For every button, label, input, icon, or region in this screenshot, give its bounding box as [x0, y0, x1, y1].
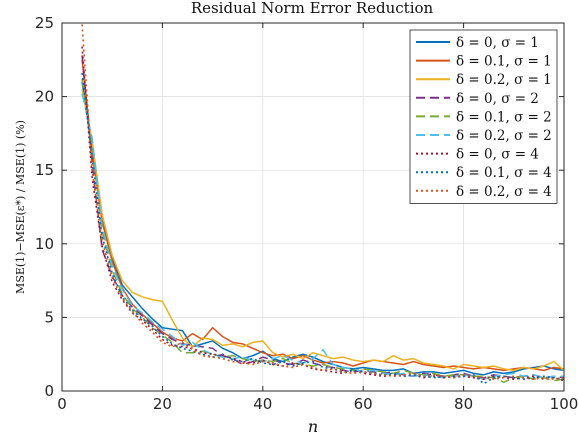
y-axis-fraction: MSE(1)−MSE(ε*) / MSE(1) (%)	[14, 120, 27, 294]
legend-label: δ = 0.1, σ = 1	[456, 54, 552, 70]
legend-label: δ = 0.2, σ = 1	[456, 72, 552, 88]
legend-label: δ = 0, σ = 1	[456, 35, 539, 51]
legend-label: δ = 0, σ = 4	[456, 147, 539, 163]
x-tick-label: 80	[454, 395, 473, 413]
chart-title: Residual Norm Error Reduction	[191, 0, 434, 17]
ticks: 0 20 40 60 80 100 0 5 10 15 20 25	[35, 14, 578, 413]
y-axis-title: MSE(1)−MSE(ε*) / MSE(1) (%)	[14, 120, 27, 294]
x-axis-title: n	[308, 417, 318, 436]
series-line-9	[81, 24, 565, 381]
series-line-3	[81, 89, 565, 372]
series-line-5	[81, 78, 565, 383]
legend-label: δ = 0.2, σ = 2	[456, 128, 552, 144]
y-tick-label: 25	[35, 14, 54, 32]
y-tick-label: 15	[35, 161, 54, 179]
x-tick-label: 0	[57, 395, 67, 413]
legend-label: δ = 0.2, σ = 4	[456, 184, 552, 200]
series-line-7	[81, 46, 565, 382]
y-tick-label: 0	[44, 382, 54, 400]
legend-label: δ = 0.1, σ = 4	[456, 165, 552, 181]
x-tick-label: 20	[153, 395, 172, 413]
series-line-8	[81, 72, 565, 385]
y-tick-label: 10	[35, 235, 54, 253]
x-tick-label: 60	[354, 395, 373, 413]
x-tick-label: 100	[550, 395, 578, 413]
y-tick-label: 20	[35, 88, 54, 106]
x-tick-label: 40	[253, 395, 272, 413]
plot-area-frame	[61, 22, 565, 392]
series-layer	[81, 24, 565, 385]
legend-label: δ = 0.1, σ = 2	[456, 109, 552, 125]
y-tick-label: 5	[44, 308, 54, 326]
legend: δ = 0, σ = 1 δ = 0.1, σ = 1 δ = 0.2, σ = 1…	[409, 29, 558, 204]
legend-label: δ = 0, σ = 2	[456, 91, 539, 107]
series-line-1	[81, 81, 565, 376]
y-axis-title-text: MSE(1)−MSE(ε*) / MSE(1) (%)	[14, 120, 27, 294]
